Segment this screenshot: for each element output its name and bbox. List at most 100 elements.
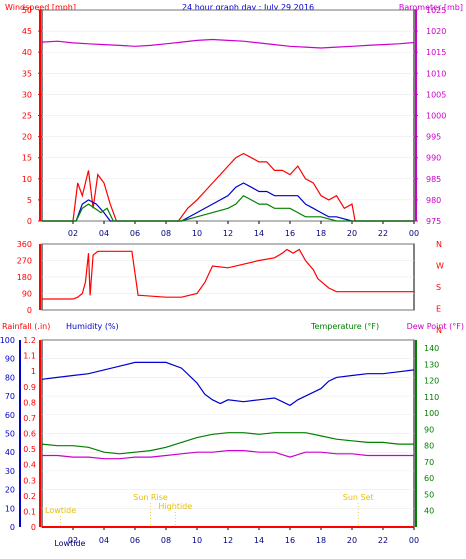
humidity-tick-label: 30 (5, 467, 15, 476)
windspeed-tick-label: 45 (22, 27, 32, 36)
dewpoint-axis-label: Dew Point (°F) (407, 322, 464, 331)
windspeed-series-red (42, 152, 414, 222)
x-tick-label: 16 (285, 536, 295, 545)
direction-tick-label: 0 (27, 306, 32, 315)
rainfall-tick-label: 0.6 (23, 430, 36, 439)
x-tick-label: 04 (99, 536, 109, 545)
windspeed-tick-label: 20 (22, 133, 32, 142)
annotation-label: Hightide (158, 502, 192, 511)
direction-tick-label: 90 (22, 290, 32, 299)
x-tick-label: 04 (99, 229, 109, 238)
rainfall-tick-label: 1.2 (23, 336, 36, 345)
rainfall-tick-label: 0.1 (23, 507, 36, 516)
rainfall-tick-label: 0.4 (23, 461, 36, 470)
x-tick-label: 08 (161, 229, 171, 238)
rainfall-tick-label: 0.5 (23, 445, 36, 454)
rainfall-tick-label: 0.9 (23, 383, 36, 392)
rainfall-tick-label: 1 (31, 367, 36, 376)
x-tick-label: 18 (316, 536, 326, 545)
rainfall-tick-label: 0.3 (23, 476, 36, 485)
x-tick-label: 22 (378, 536, 388, 545)
barometer-axis-label: Barometer [mb] (399, 3, 463, 12)
x-tick-label: 02 (68, 536, 78, 545)
barometer-tick-label: 1005 (426, 90, 446, 99)
rainfall-tick-label: 0.8 (23, 398, 36, 407)
rainfall-tick-label: 0.2 (23, 492, 36, 501)
x-tick-label: 10 (192, 536, 202, 545)
humidity-tick-label: 0 (10, 523, 15, 532)
x-tick-label: 12 (223, 536, 233, 545)
temperature-tick-label: 70 (424, 458, 434, 467)
x-tick-label: 08 (161, 536, 171, 545)
windspeed-tick-label: 15 (22, 154, 32, 163)
x-tick-label: 20 (347, 536, 357, 545)
x-tick-label: 00 (409, 229, 419, 238)
windspeed-tick-label: 35 (22, 69, 32, 78)
wind-direction-series (42, 248, 414, 300)
barometer-tick-label: 980 (426, 196, 441, 205)
x-tick-label: 00 (409, 536, 419, 545)
windspeed-tick-label: 0 (27, 217, 32, 226)
humidity-tick-label: 10 (5, 504, 15, 513)
barometer-tick-label: 1020 (426, 27, 446, 36)
rainfall-tick-label: 1.1 (23, 352, 36, 361)
compass-label: E (436, 305, 441, 314)
humidity-tick-label: 80 (5, 373, 15, 382)
x-tick-label: 06 (130, 229, 140, 238)
windspeed-tick-label: 25 (22, 112, 32, 121)
humidity-axis-label: Humidity (%) (66, 322, 119, 331)
humidity-tick-label: 20 (5, 486, 15, 495)
x-tick-label: 14 (254, 229, 264, 238)
x-tick-label: 18 (316, 229, 326, 238)
x-tick-label: 14 (254, 536, 264, 545)
series-humidity (41, 361, 415, 407)
temperature-tick-label: 120 (424, 377, 439, 386)
humidity-tick-label: 100 (0, 336, 15, 345)
direction-tick-label: 180 (17, 273, 32, 282)
windspeed-tick-label: 30 (22, 90, 32, 99)
windspeed-axis-label: Windspeed [mph] (5, 3, 76, 12)
x-tick-label: 22 (378, 229, 388, 238)
x-tick-label: 16 (285, 229, 295, 238)
temperature-tick-label: 140 (424, 344, 439, 353)
humidity-tick-label: 70 (5, 392, 15, 401)
temperature-tick-label: 50 (424, 490, 434, 499)
barometer-tick-label: 1015 (426, 48, 446, 57)
annotation-label: Lowtide (45, 506, 76, 515)
x-tick-label: 02 (68, 229, 78, 238)
x-tick-label: 10 (192, 229, 202, 238)
x-tick-label: 20 (347, 229, 357, 238)
windspeed-tick-label: 40 (22, 48, 32, 57)
series-dew-point (42, 450, 414, 460)
direction-tick-label: 360 (17, 240, 32, 249)
direction-tick-label: 270 (17, 257, 32, 266)
barometer-tick-label: 1010 (426, 69, 446, 78)
x-tick-label: 06 (130, 536, 140, 545)
barometer-tick-label: 990 (426, 154, 441, 163)
temperature-axis-label: Temperature (°F) (310, 322, 379, 331)
compass-label: W (436, 262, 444, 271)
x-tick-label: 12 (223, 229, 233, 238)
temperature-tick-label: 100 (424, 409, 439, 418)
windspeed-tick-label: 5 (27, 196, 32, 205)
humidity-tick-label: 90 (5, 355, 15, 364)
temperature-tick-label: 90 (424, 425, 434, 434)
compass-label: N (436, 240, 442, 249)
graph-title: 24 hour graph day : July 29 2016 (182, 3, 314, 12)
series-temperature (41, 432, 414, 455)
annotation-label: Lowtide (54, 539, 85, 548)
temperature-tick-label: 130 (424, 360, 439, 369)
humidity-tick-label: 40 (5, 448, 15, 457)
temperature-tick-label: 60 (424, 474, 434, 483)
temperature-tick-label: 110 (424, 393, 439, 402)
windspeed-series-magenta (41, 38, 415, 49)
rainfall-axis-label: Rainfall (.in) (2, 322, 50, 331)
barometer-tick-label: 985 (426, 175, 441, 184)
humidity-tick-label: 60 (5, 411, 15, 420)
barometer-tick-label: 975 (426, 217, 441, 226)
barometer-tick-label: 995 (426, 133, 441, 142)
barometer-tick-label: 1000 (426, 112, 446, 121)
barometer-tick-label: 1025 (426, 6, 446, 15)
